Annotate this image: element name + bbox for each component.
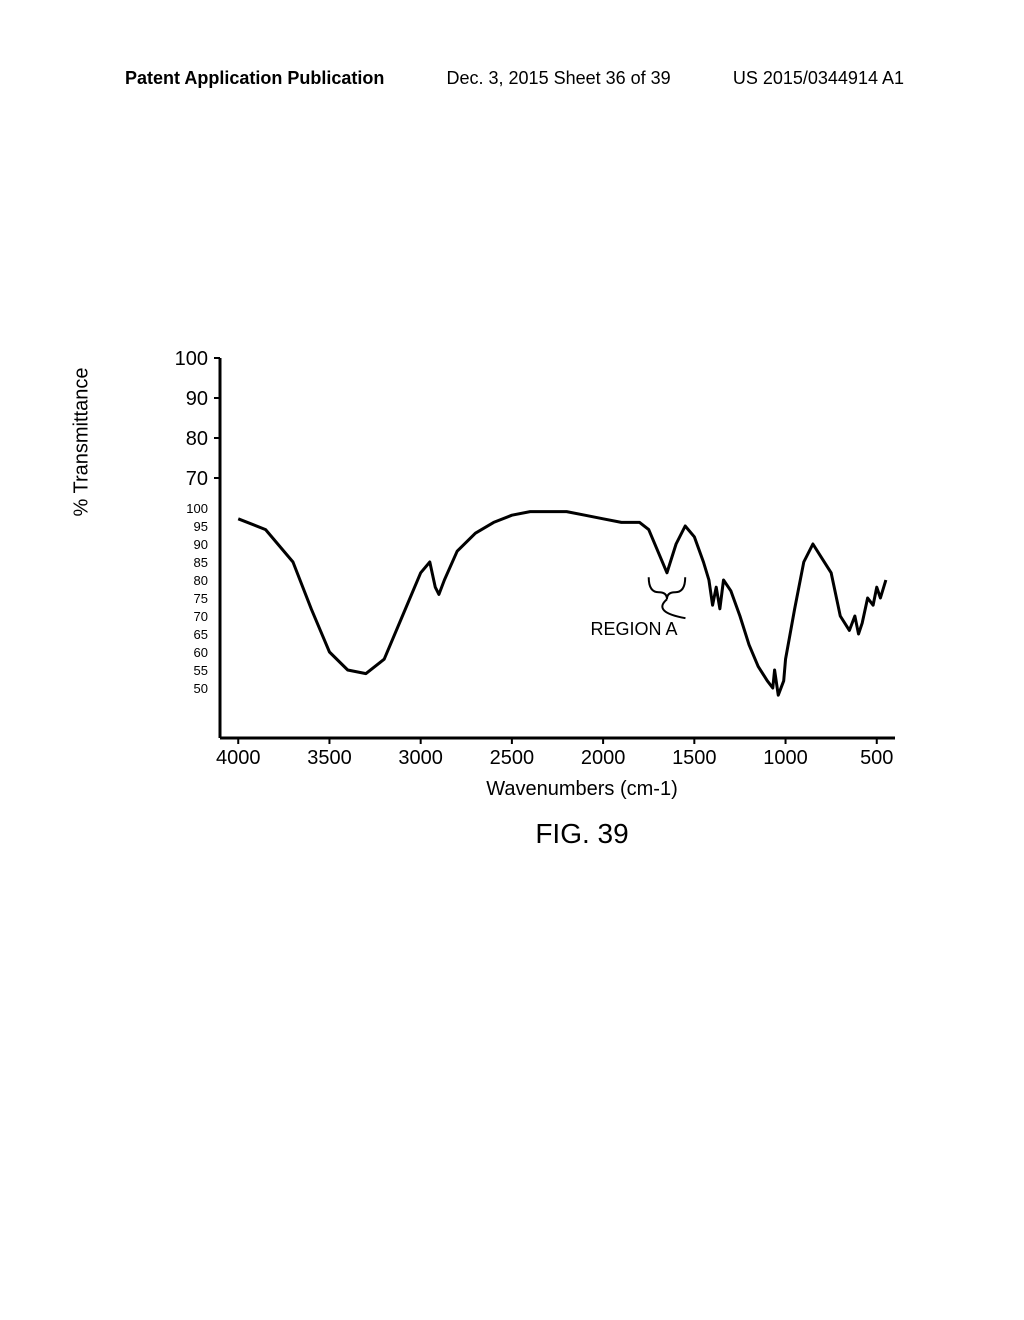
svg-text:65: 65 [194,627,208,642]
svg-text:75: 75 [194,591,208,606]
figure-label: FIG. 39 [0,818,1024,850]
svg-text:REGION A: REGION A [590,619,677,639]
svg-text:90: 90 [186,388,208,410]
svg-text:70: 70 [194,609,208,624]
svg-text:70: 70 [186,468,208,490]
chart-svg: 100 90 80 70 100 95 90 85 80 75 70 65 60 55 50 4000 3500… [115,348,905,788]
svg-text:2000: 2000 [581,747,626,769]
svg-text:60: 60 [194,645,208,660]
svg-text:500: 500 [860,747,893,769]
svg-text:4000: 4000 [216,747,260,769]
ir-spectrum-chart: 100 90 80 70 100 95 90 85 80 75 70 65 60 55 50 4000 3500… [115,348,905,788]
y-axis-label: % Transmittance [71,368,94,517]
svg-text:100: 100 [175,348,208,370]
svg-text:95: 95 [194,519,208,534]
svg-text:100: 100 [186,501,208,516]
pub-type: Patent Application Publication [125,68,384,89]
date-sheet: Dec. 3, 2015 Sheet 36 of 39 [447,68,671,89]
x-axis-label: Wavenumbers (cm-1) [0,778,1024,801]
svg-text:1000: 1000 [763,747,808,769]
pub-number: US 2015/0344914 A1 [733,68,904,89]
svg-text:90: 90 [194,537,208,552]
svg-text:1500: 1500 [672,747,717,769]
svg-text:85: 85 [194,555,208,570]
svg-text:50: 50 [194,681,208,696]
svg-text:80: 80 [186,428,208,450]
svg-text:55: 55 [194,663,208,678]
svg-text:2500: 2500 [490,747,535,769]
svg-text:3000: 3000 [398,747,443,769]
svg-text:3500: 3500 [307,747,352,769]
svg-text:80: 80 [194,573,208,588]
patent-header: Patent Application Publication Dec. 3, 2… [0,68,1024,89]
